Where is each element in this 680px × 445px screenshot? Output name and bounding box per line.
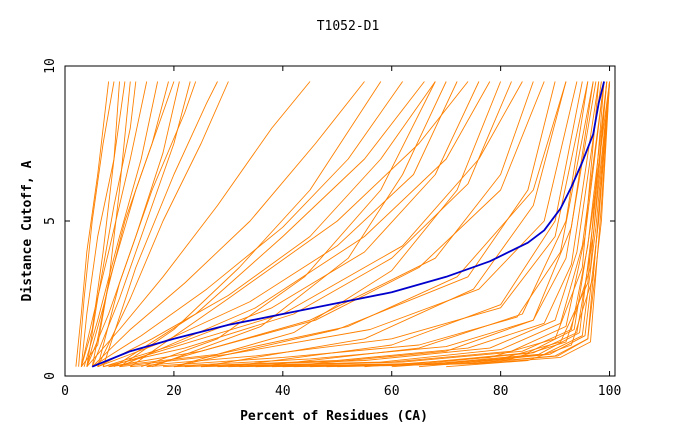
model-series-line-52 [391,81,605,368]
model-series-line-39 [130,81,469,368]
x-tick-label: 0 [61,384,69,399]
model-series-line-21 [130,81,589,368]
model-series-line-20 [119,81,578,368]
model-series-line-44 [141,81,436,368]
model-series-line-57 [91,81,175,367]
y-axis-ticks: 0 5 10 [43,58,615,380]
model-series-line-18 [108,81,567,368]
model-series-line-31 [271,81,608,368]
model-series-line-58 [97,81,197,367]
model-series-line-3 [80,81,126,367]
model-series-line-29 [239,81,611,368]
y-tick-label: 5 [43,217,58,225]
model-series-line-38 [113,81,425,368]
model-series-line-5 [83,81,159,367]
model-series-line-59 [102,81,218,367]
x-tick-label: 40 [275,384,291,399]
model-series-line-46 [173,81,502,368]
chart-title: T1052-D1 [317,19,380,34]
model-series-line-11 [91,81,365,368]
model-series-line-43 [173,81,556,368]
model-series-line-47 [201,81,567,368]
model-series-line-23 [162,81,597,368]
model-series-line-36 [337,81,611,368]
model-series-line-6 [86,81,169,367]
highlight-layer [91,81,605,368]
model-series-line-24 [173,81,600,368]
model-series-line-41 [108,81,523,368]
model-series-line-55 [80,81,120,367]
model-series-line-1 [75,81,110,367]
model-series-line-49 [255,81,589,368]
model-series-line-54 [446,81,611,368]
model-series-line-22 [146,81,594,368]
model-series-line-45 [151,81,447,368]
x-axis-ticks: 0 20 40 60 80 100 [61,66,621,399]
model-series-line-9 [97,81,229,367]
model-series-line-10 [86,81,311,367]
y-axis-label: Distance Cutoff, A [20,160,35,301]
y-tick-label: 0 [43,372,58,380]
x-tick-label: 20 [166,384,182,399]
model-series-line-42 [146,81,534,368]
highlight-series-line [91,81,605,368]
model-series-line-50 [282,81,594,368]
model-series-line-12 [91,81,403,368]
model-series-line-17 [108,81,545,368]
model-series-line-33 [293,81,611,368]
model-series-line-15 [102,81,480,368]
model-series-line-13 [97,81,436,368]
model-series-line-30 [255,81,611,368]
x-tick-label: 100 [598,384,621,399]
y-tick-label: 10 [43,58,58,74]
model-series-line-14 [97,81,458,368]
model-series-line-2 [78,81,115,367]
model-series-line-16 [103,81,512,368]
series-layer [75,81,611,368]
model-series-line-8 [91,81,191,367]
x-axis-label: Percent of Residues (CA) [240,409,428,424]
model-series-line-53 [418,81,608,368]
x-tick-label: 80 [493,384,509,399]
model-series-line-37 [119,81,382,368]
model-series-line-48 [228,81,583,368]
model-series-line-4 [80,81,148,367]
model-series-line-56 [86,81,137,367]
model-series-line-40 [119,81,491,368]
model-series-line-28 [228,81,608,368]
x-tick-label: 60 [384,384,400,399]
model-series-line-51 [364,81,600,368]
